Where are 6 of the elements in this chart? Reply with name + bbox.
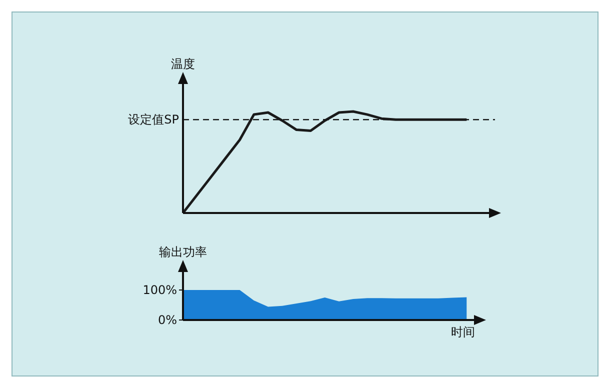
y-axis-title: 温度: [171, 57, 195, 71]
ref-line-label: 设定值SP: [128, 112, 179, 127]
x-axis-title: 时间: [451, 325, 475, 339]
y-tick-label: 0%: [158, 313, 177, 327]
y-axis-title: 输出功率: [159, 245, 207, 259]
y-tick-label: 100%: [142, 283, 177, 297]
